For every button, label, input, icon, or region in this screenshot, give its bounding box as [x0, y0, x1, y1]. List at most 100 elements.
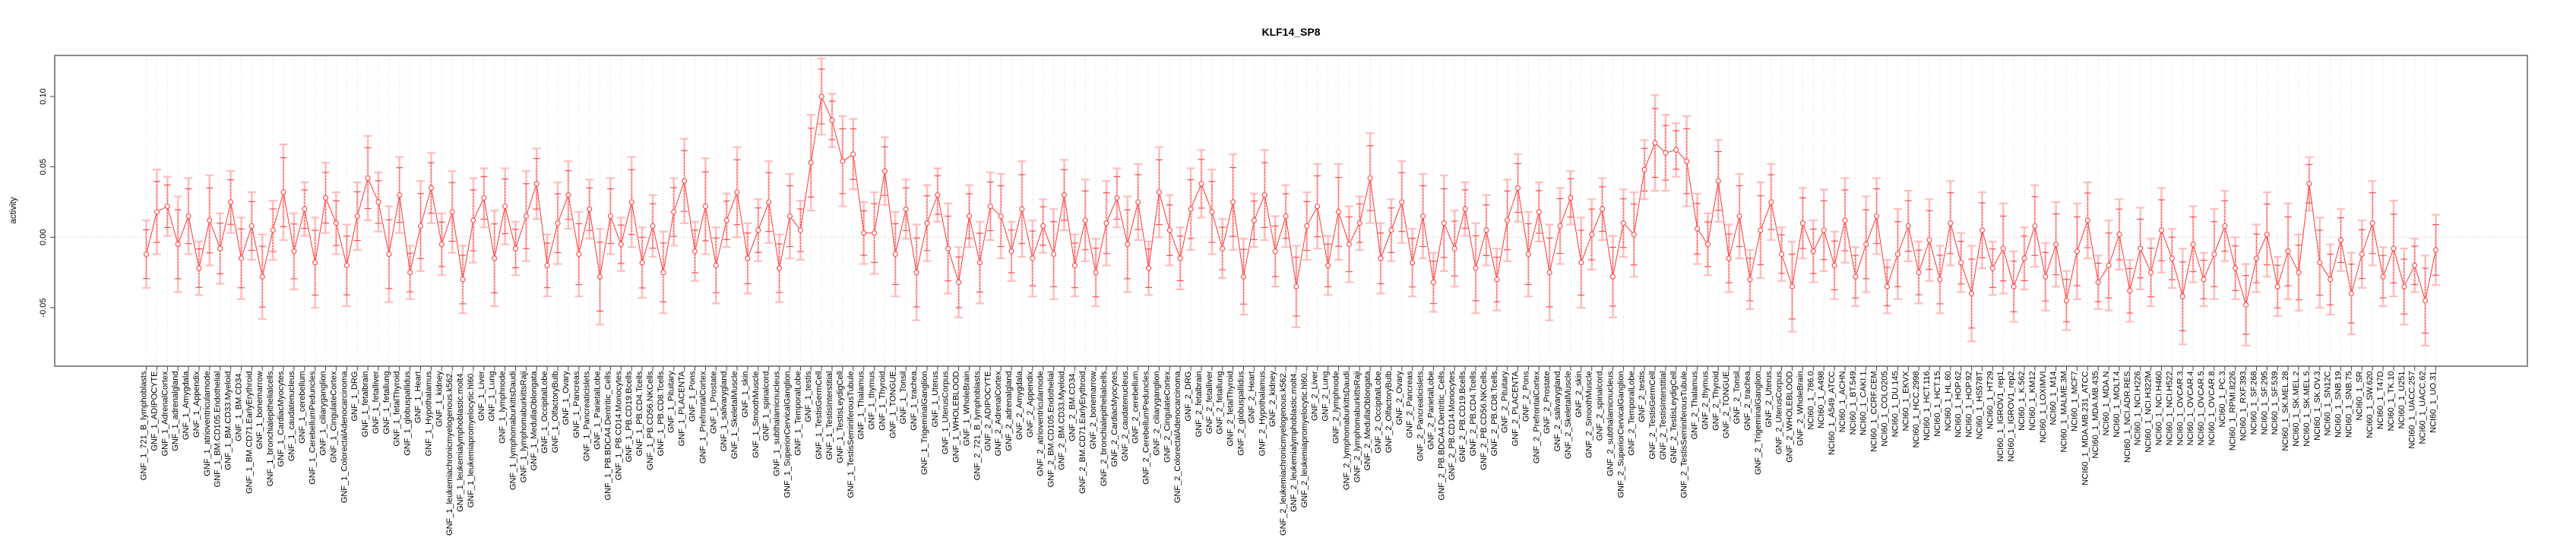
- x-axis-label: GNF_1_TONGUE: [888, 372, 897, 438]
- x-axis-label: NCI60_1_K.562: [2017, 372, 2027, 431]
- x-axis-label: GNF_1_TemporalLobe: [793, 372, 802, 456]
- gridlines: [146, 56, 2436, 365]
- x-axis-label: GNF_2_lymphomaburkittsRaji: [1353, 372, 1362, 483]
- x-axis-label: GNF_2_MedullaOblongata: [1363, 371, 1372, 471]
- x-axis-label: GNF_2_ADIPOCYTE: [983, 372, 992, 451]
- x-axis-label: GNF_2_salivarygland: [1553, 372, 1562, 452]
- x-axis-label: NCI60_1_IGROV1_rep2: [2007, 372, 2016, 462]
- x-axis-label: NCI60_1_NCI.ADR.RES: [2123, 372, 2132, 463]
- x-axis-label: NCI60_1_SW.620: [2366, 372, 2375, 438]
- x-axis-label: GNF_1_TestisGermCell: [815, 372, 824, 460]
- x-axis-label: GNF_1_fetalThyroid: [393, 372, 402, 447]
- x-axis-label: GNF_1_Pituitary: [667, 371, 676, 433]
- x-axis-label: GNF_1_TestisSeminiferousTubule: [847, 372, 856, 498]
- x-axis-label: GNF_1_PB.CD14.Monocytes: [614, 371, 623, 480]
- x-axis-label: GNF_2_CerebellumPeduncles: [1142, 371, 1151, 485]
- x-axis-label: GNF_1_thymus: [868, 371, 877, 430]
- x-axis-label: GNF_2_caudatenucleus: [1121, 371, 1130, 461]
- x-axis-label: GNF_2_Liver: [1311, 371, 1320, 421]
- x-axis-label: GNF_2_trachea: [1743, 371, 1752, 431]
- x-axis-label: GNF_1_Tonsil: [899, 372, 908, 425]
- x-axis-label: NCI60_1_MALME.3M: [2060, 372, 2069, 453]
- x-axis-label: NCI60_1_SF.295: [2260, 372, 2269, 435]
- x-axis-label: GNF_1_PB.CD4.Tcells: [635, 371, 644, 456]
- x-axis-label: GNF_2_BM.CD33.Myeloid: [1058, 372, 1067, 470]
- x-axis-label: GNF_2_SmoothMuscle: [1585, 372, 1594, 458]
- x-axis-label: GNF_2_spinalcord: [1596, 372, 1605, 441]
- x-axis-label: GNF_1_PB.CD56.NKCells: [646, 371, 655, 470]
- x-axis-label: GNF_2_Thyroid: [1711, 372, 1720, 431]
- x-axis-label: GNF_2_Tonsil: [1733, 372, 1742, 425]
- x-axis-label: GNF_2_PB.CD56.NKCells: [1479, 371, 1489, 470]
- x-axis-label: GNF_2_PB.CD19.Bcells: [1458, 371, 1467, 462]
- x-axis-label: NCI60_1_SK.MEL.28: [2281, 372, 2290, 451]
- x-axis-label: GNF_2_WholeBrain: [1796, 372, 1805, 446]
- x-axis-label: GNF_2_TestisGermCell: [1648, 372, 1657, 460]
- x-axis-label: NCI60_1_HT29: [1986, 372, 1995, 429]
- x-axis-label: NCI60_1_SF.539: [2271, 372, 2280, 435]
- x-axis-label: GNF_1_Ovary: [562, 371, 571, 425]
- x-axis-label: GNF_2_fetalbrain: [1195, 372, 1204, 438]
- x-axis-label: NCI60_1_CCRF.CEM: [1870, 372, 1879, 452]
- x-axis-label: GNF_2_subthalamicnucleus: [1606, 371, 1616, 476]
- activity-line: [145, 95, 2437, 305]
- x-axis-label: GNF_1_Hypothalamus: [424, 371, 433, 456]
- x-axis-label: GNF_1_leukemialymphoblastic.molt4.: [456, 372, 465, 512]
- x-axis-label: NCI60_1_SK.MEL.2: [2292, 372, 2301, 447]
- x-axis-label: GNF_1_ParietalLobe: [593, 372, 603, 450]
- x-axis-label: GNF_1_TestisLeydigCell: [836, 372, 845, 463]
- x-axis-label: GNF_1_leukemiachronicmyelogenous.k562.: [445, 372, 454, 536]
- x-axis-label: GNF_2_ParietalLobe: [1426, 372, 1435, 450]
- x-axis-label: GNF_2_leukemiachronicmyelogenous.k562.: [1279, 372, 1288, 536]
- x-axis-label: NCI60_1_COLO205: [1881, 372, 1890, 447]
- x-axis-label: GNF_2_PB.BDCA4.Dentritic_Cells: [1437, 371, 1446, 500]
- x-axis-label: GNF_1_MedullaOblongata: [530, 371, 539, 471]
- x-axis-label: NCI60_1_RXF.393: [2239, 372, 2248, 441]
- x-axis-label: GNF_2_Thalamus: [1691, 371, 1700, 439]
- x-axis-label: GNF_1_PB.BDCA4.Dentritic_Cells: [603, 371, 612, 500]
- x-axis-label: GNF_1_Liver: [477, 371, 486, 421]
- x-axis-label: GNF_1_SkeletalMuscle: [730, 372, 739, 460]
- x-axis-label: GNF_1_fetalbrain: [361, 371, 370, 437]
- x-axis-label: NCI60_1_T47D: [2376, 371, 2385, 428]
- x-axis-label: NCI60_1_MDA.MB.435: [2091, 372, 2100, 459]
- x-axis-label: GNF_1_PrefrontalCortex: [698, 371, 707, 463]
- x-axis-label: GNF_2_globuspallidus: [1237, 371, 1246, 456]
- x-axis-label: GNF_1_ADIPOCYTE: [150, 372, 159, 451]
- x-axis-label: GNF_2_Pancreas: [1406, 371, 1415, 438]
- x-axis-label: GNF_2_ColorectalAdenocarcinoma: [1173, 371, 1182, 504]
- x-axis-label: NCI60_1_HCT.15: [1933, 372, 1942, 437]
- x-axis-label: GNF_2_WHOLEBLOOD: [1786, 371, 1795, 462]
- y-axis-tick-label: 0.10: [39, 88, 48, 104]
- x-axis-label: GNF_1_UterusCorpus: [941, 371, 951, 454]
- x-axis-label: NCI60_1_MOLT.4: [2112, 372, 2122, 438]
- x-axis-label: GNF_2_lymphnode: [1332, 372, 1341, 444]
- x-axis-label: NCI60_1_TK.10: [2387, 372, 2396, 432]
- x-axis-label: GNF_2_lymphomaburkittsDaudi: [1342, 372, 1351, 491]
- x-axis-label: GNF_2_Pancreaticislets: [1416, 371, 1426, 461]
- x-axis-label: NCI60_1_DU.145: [1891, 372, 1900, 438]
- x-axis-label: GNF_2_fetalThyroid: [1226, 372, 1236, 447]
- x-axis-label: NCI60_1_NCI.H322M: [2144, 372, 2154, 453]
- x-axis-label: GNF_1_Amygdala: [182, 371, 191, 440]
- x-axis-label: GNF_2_Ovary: [1395, 371, 1404, 425]
- x-axis-label: NCI60_1_NCI.H522: [2165, 372, 2174, 446]
- x-axis-label: NCI60_1_UACC.62: [2419, 372, 2428, 444]
- x-axis-label: GNF_2_skin: [1574, 372, 1584, 418]
- x-axis-label: GNF_2_Amygdala: [1015, 371, 1024, 440]
- x-axis-label: GNF_1_PB.CD8.Tcells: [657, 371, 666, 456]
- x-axis-label: GNF_2_BM.CD105.Endothelial: [1047, 372, 1056, 488]
- x-axis-label: NCI60_1_NCI.H460: [2155, 372, 2164, 446]
- x-axis-label: GNF_1_fetalliver: [372, 371, 381, 434]
- x-axis-label: GNF_1_CerebellumPeduncles: [309, 371, 318, 485]
- x-axis-label: GNF_1_adrenalgland: [171, 372, 180, 451]
- x-axis-label: GNF_2_adrenalgland: [1005, 372, 1014, 451]
- x-axis-label: GNF_2_Heart: [1247, 372, 1256, 423]
- y-axis-tick-label: -0.05: [39, 298, 48, 317]
- x-axis-label: GNF_2_CingulateCortex: [1163, 371, 1172, 463]
- x-axis-label: GNF_2_AdrenalCortex: [994, 371, 1003, 456]
- x-axis-label: GNF_1_Prostate: [709, 372, 718, 435]
- x-axis-label: GNF_1_trachea: [910, 371, 919, 431]
